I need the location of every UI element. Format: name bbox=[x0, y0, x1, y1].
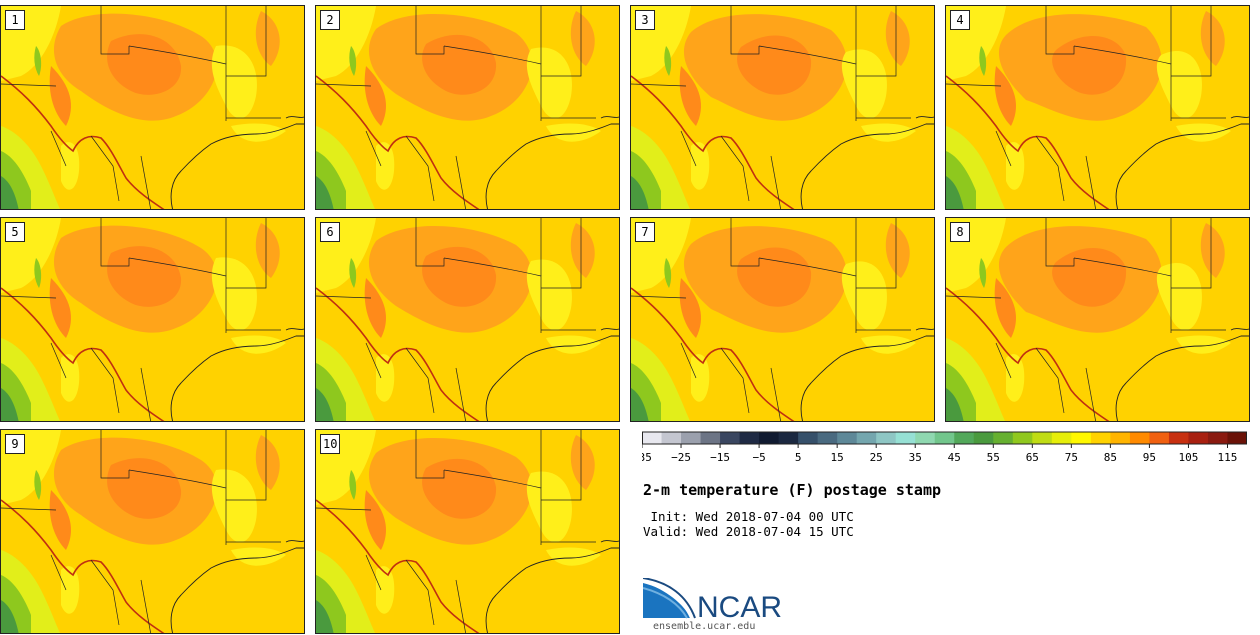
colorbar-tick-label: −35 bbox=[642, 451, 652, 463]
colorbar-swatch bbox=[837, 432, 858, 444]
colorbar-swatch bbox=[1090, 432, 1111, 444]
member-number: 7 bbox=[635, 222, 655, 242]
colorbar-tick-label: 95 bbox=[1143, 451, 1156, 463]
member-number: 5 bbox=[5, 222, 25, 242]
member-number: 9 bbox=[5, 434, 25, 454]
colorbar-tick-label: 85 bbox=[1104, 451, 1117, 463]
colorbar-swatch bbox=[798, 432, 819, 444]
colorbar-swatch bbox=[642, 432, 663, 444]
colorbar-swatch bbox=[681, 432, 702, 444]
colorbar-swatch bbox=[1207, 432, 1228, 444]
colorbar-tick-label: 25 bbox=[870, 451, 883, 463]
member-number: 2 bbox=[320, 10, 340, 30]
colorbar-swatch bbox=[1129, 432, 1150, 444]
colorbar-tick-label: 65 bbox=[1026, 451, 1039, 463]
colorbar-swatch bbox=[973, 432, 994, 444]
member-number: 8 bbox=[950, 222, 970, 242]
member-panel: 4 bbox=[945, 5, 1250, 210]
colorbar-swatch bbox=[1168, 432, 1189, 444]
colorbar-swatch bbox=[993, 432, 1014, 444]
colorbar-swatch bbox=[1012, 432, 1033, 444]
colorbar-swatch bbox=[1071, 432, 1092, 444]
ncar-logo-text: NCAR bbox=[697, 591, 782, 624]
colorbar-swatch bbox=[1188, 432, 1209, 444]
colorbar-tick-label: 75 bbox=[1065, 451, 1078, 463]
temperature-map bbox=[1, 430, 304, 633]
member-number: 1 bbox=[5, 10, 25, 30]
member-panel: 9 bbox=[0, 429, 305, 634]
colorbar-swatch bbox=[895, 432, 916, 444]
colorbar-tick-label: 35 bbox=[909, 451, 922, 463]
colorbar-tick-label: −15 bbox=[710, 451, 730, 463]
temperature-map bbox=[316, 6, 619, 209]
ncar-logo: NCAR bbox=[643, 578, 782, 624]
temperature-map bbox=[1, 218, 304, 421]
colorbar-tick-label: 15 bbox=[831, 451, 844, 463]
member-panel: 8 bbox=[945, 217, 1250, 422]
colorbar-swatch bbox=[1149, 432, 1170, 444]
temperature-map bbox=[316, 218, 619, 421]
member-panel: 1 bbox=[0, 5, 305, 210]
colorbar-swatch bbox=[1110, 432, 1131, 444]
member-panel: 7 bbox=[630, 217, 935, 422]
colorbar-swatch bbox=[1227, 432, 1247, 444]
colorbar-swatch bbox=[954, 432, 975, 444]
figure-title: 2-m temperature (F) postage stamp bbox=[643, 481, 942, 499]
temperature-map bbox=[316, 430, 619, 633]
valid-time: Valid: Wed 2018-07-04 15 UTC bbox=[643, 524, 854, 539]
colorbar-tick-label: −5 bbox=[752, 451, 765, 463]
temperature-map bbox=[631, 6, 934, 209]
colorbar-swatch bbox=[817, 432, 838, 444]
colorbar-swatch bbox=[876, 432, 897, 444]
colorbar-swatch bbox=[661, 432, 682, 444]
colorbar-swatch bbox=[934, 432, 955, 444]
member-number: 6 bbox=[320, 222, 340, 242]
temperature-map bbox=[946, 6, 1249, 209]
colorbar-outline bbox=[642, 431, 1247, 445]
colorbar-swatch bbox=[856, 432, 877, 444]
member-panel: 3 bbox=[630, 5, 935, 210]
init-time: Init: Wed 2018-07-04 00 UTC bbox=[643, 509, 854, 524]
colorbar-tick-label: 55 bbox=[987, 451, 1000, 463]
colorbar-tick-label: 115 bbox=[1218, 451, 1238, 463]
temperature-colorbar: −35 −25 −15 −5 5 15 25 35 45 55 65 75 85 95 105 115 bbox=[642, 431, 1247, 463]
colorbar-swatch bbox=[759, 432, 780, 444]
colorbar-swatch bbox=[720, 432, 741, 444]
site-url: ensemble.ucar.edu bbox=[653, 621, 756, 632]
colorbar-swatch bbox=[739, 432, 760, 444]
member-number: 4 bbox=[950, 10, 970, 30]
colorbar-tick-label: 105 bbox=[1179, 451, 1199, 463]
colorbar-tick-label: 45 bbox=[948, 451, 961, 463]
member-panel: 5 bbox=[0, 217, 305, 422]
member-panel: 6 bbox=[315, 217, 620, 422]
colorbar-tick-label: 5 bbox=[795, 451, 802, 463]
member-number: 3 bbox=[635, 10, 655, 30]
temperature-map bbox=[946, 218, 1249, 421]
colorbar-swatch bbox=[1051, 432, 1072, 444]
colorbar-swatch bbox=[778, 432, 799, 444]
colorbar-swatch bbox=[700, 432, 721, 444]
member-panel: 10 bbox=[315, 429, 620, 634]
member-panel: 2 bbox=[315, 5, 620, 210]
temperature-map bbox=[631, 218, 934, 421]
temperature-map bbox=[1, 6, 304, 209]
colorbar-swatch bbox=[1032, 432, 1053, 444]
colorbar-swatch bbox=[915, 432, 936, 444]
member-number: 10 bbox=[320, 434, 341, 454]
colorbar-tick-label: −25 bbox=[671, 451, 691, 463]
